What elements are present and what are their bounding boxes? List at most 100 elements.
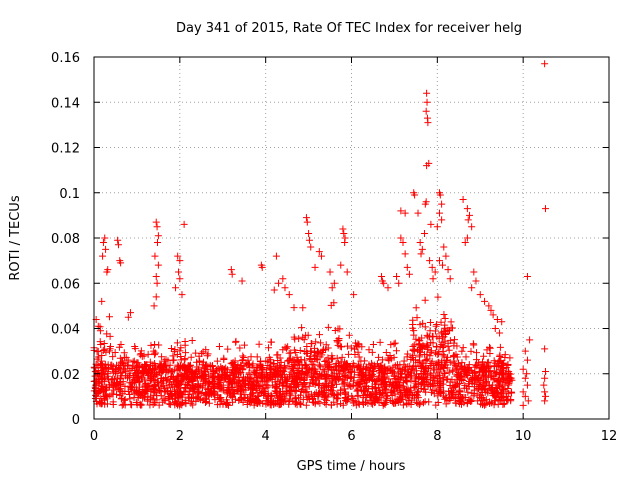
data-point <box>463 400 471 408</box>
data-point <box>279 346 287 354</box>
data-point <box>314 349 322 357</box>
data-point <box>440 387 448 395</box>
data-point <box>412 379 420 387</box>
data-point <box>106 347 114 355</box>
data-point <box>336 342 344 350</box>
data-point <box>240 362 248 370</box>
data-point <box>505 370 513 378</box>
data-point <box>217 363 225 371</box>
data-point <box>305 395 313 403</box>
data-point <box>452 399 460 407</box>
x-tick-label: 6 <box>347 429 355 444</box>
data-point <box>281 394 289 402</box>
data-point <box>458 394 466 402</box>
data-point <box>282 390 290 398</box>
data-point <box>153 223 161 231</box>
data-point <box>237 383 245 391</box>
data-point <box>101 387 109 395</box>
data-point <box>351 345 359 353</box>
data-point <box>359 370 367 378</box>
data-point <box>462 353 470 361</box>
data-point <box>272 252 280 260</box>
data-point <box>149 366 157 374</box>
data-point <box>341 379 349 387</box>
data-point <box>192 394 200 402</box>
data-point <box>290 333 298 341</box>
data-point <box>354 348 362 356</box>
data-point <box>445 368 453 376</box>
data-point <box>521 347 529 355</box>
data-point <box>174 362 182 370</box>
data-point <box>444 342 452 350</box>
data-point <box>302 401 310 409</box>
data-point <box>253 353 261 361</box>
data-point <box>157 383 165 391</box>
data-point <box>139 394 147 402</box>
data-point <box>497 361 505 369</box>
data-point <box>135 368 143 376</box>
data-point <box>151 252 159 260</box>
data-point <box>446 275 454 283</box>
data-point <box>164 387 172 395</box>
data-point <box>283 375 291 383</box>
data-point <box>457 400 465 408</box>
data-point <box>156 360 164 368</box>
data-point <box>346 382 354 390</box>
data-point <box>485 398 493 406</box>
data-point <box>438 216 446 224</box>
x-tick-label: 4 <box>262 429 270 444</box>
y-tick-label: 0.12 <box>51 142 80 157</box>
data-point <box>500 400 508 408</box>
data-point <box>307 243 315 251</box>
data-point <box>403 263 411 271</box>
data-point <box>524 397 532 405</box>
y-tick-label: 0.06 <box>51 277 80 292</box>
data-point <box>363 377 371 385</box>
data-point <box>485 302 493 310</box>
y-tick-label: 0.02 <box>51 368 80 383</box>
data-point <box>425 159 433 167</box>
data-point <box>488 381 496 389</box>
grid-lines <box>94 57 609 419</box>
data-point <box>302 349 310 357</box>
data-point <box>151 341 159 349</box>
data-point <box>304 331 312 339</box>
data-point <box>201 370 209 378</box>
data-point <box>139 374 147 382</box>
data-point <box>321 357 329 365</box>
data-point <box>154 232 162 240</box>
data-point <box>264 344 272 352</box>
data-point <box>229 359 237 367</box>
data-point <box>414 399 422 407</box>
data-point <box>226 371 234 379</box>
data-point <box>318 389 326 397</box>
data-point <box>397 207 405 215</box>
data-point <box>480 401 488 409</box>
data-point <box>121 382 129 390</box>
data-point <box>455 359 463 367</box>
data-point <box>491 325 499 332</box>
data-point <box>259 366 267 374</box>
data-point <box>430 390 438 398</box>
data-point <box>194 365 202 373</box>
data-point <box>196 357 204 365</box>
data-point <box>391 339 399 347</box>
data-point <box>466 211 474 219</box>
data-point <box>463 205 471 213</box>
data-point <box>343 268 351 276</box>
data-point <box>309 379 317 387</box>
x-tick-label: 2 <box>176 429 184 444</box>
data-point <box>420 350 428 358</box>
data-point <box>472 374 480 382</box>
data-point <box>365 346 373 354</box>
data-point <box>371 390 379 398</box>
data-point <box>404 350 412 358</box>
data-point <box>431 349 439 357</box>
data-point <box>359 387 367 395</box>
data-point <box>223 388 231 396</box>
data-point <box>268 381 276 389</box>
data-point <box>182 349 190 357</box>
data-point <box>241 394 249 402</box>
data-point <box>307 356 315 364</box>
data-point <box>322 341 330 349</box>
